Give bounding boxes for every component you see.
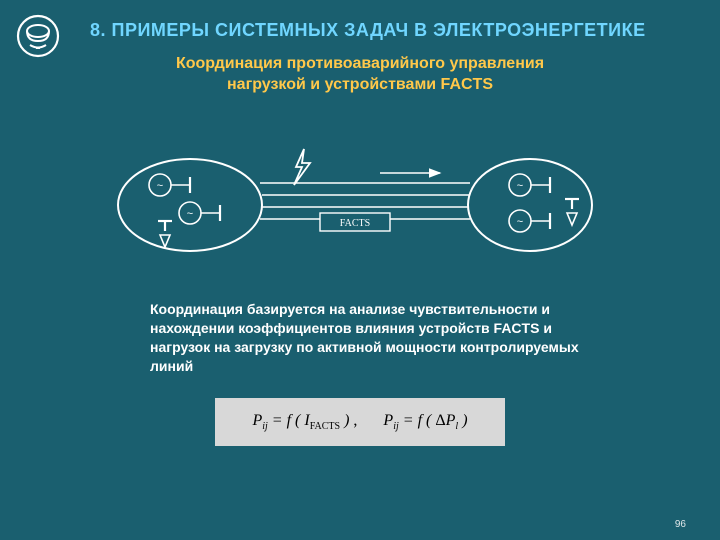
- formula-part: ij: [262, 421, 268, 432]
- left-area: [118, 159, 262, 251]
- formula-part: ): [458, 412, 467, 429]
- load-icon: [565, 199, 579, 225]
- body-paragraph: Координация базируется на анализе чувств…: [150, 300, 580, 376]
- formula-part: (: [295, 412, 304, 429]
- formula-part: ij: [393, 421, 399, 432]
- svg-text:~: ~: [517, 180, 523, 192]
- subtitle-line2: нагрузкой и устройствами FACTS: [227, 76, 493, 93]
- generator-icon: ~: [509, 174, 550, 196]
- logo-icon: [16, 14, 60, 58]
- slide-subtitle: Координация противоаварийного управления…: [0, 54, 720, 96]
- formula-part: Δ: [435, 412, 445, 429]
- svg-text:~: ~: [187, 208, 193, 220]
- formula-box: Pij = f ( IFACTS ) , Pij = f ( ΔPl ): [215, 398, 505, 446]
- page-number: 96: [675, 519, 686, 530]
- generator-icon: ~: [179, 202, 220, 224]
- subtitle-line1: Координация противоаварийного управления: [176, 55, 544, 72]
- formula-part: P: [383, 412, 393, 429]
- section-title: 8. ПРИМЕРЫ СИСТЕМНЫХ ЗАДАЧ В ЭЛЕКТРОЭНЕР…: [90, 20, 700, 41]
- right-area: [468, 159, 592, 251]
- formula-part: =: [403, 412, 418, 429]
- formula-part: f: [287, 412, 291, 429]
- lightning-icon: [294, 149, 310, 185]
- svg-text:~: ~: [157, 180, 163, 192]
- formula-part: P: [446, 412, 456, 429]
- formula-part: FACTS: [310, 421, 340, 432]
- load-icon: [158, 221, 172, 247]
- formula-part: =: [272, 412, 287, 429]
- generator-icon: ~: [509, 210, 550, 232]
- formula-part: ): [340, 412, 349, 429]
- svg-text:~: ~: [517, 216, 523, 228]
- facts-diagram: FACTS ~ ~ ~: [110, 135, 610, 275]
- generator-icon: ~: [149, 174, 190, 196]
- formula-part: (: [426, 412, 435, 429]
- facts-label: FACTS: [340, 218, 370, 229]
- formula-part: f: [418, 412, 422, 429]
- formula-part: P: [252, 412, 262, 429]
- formula-part: ,: [353, 412, 357, 429]
